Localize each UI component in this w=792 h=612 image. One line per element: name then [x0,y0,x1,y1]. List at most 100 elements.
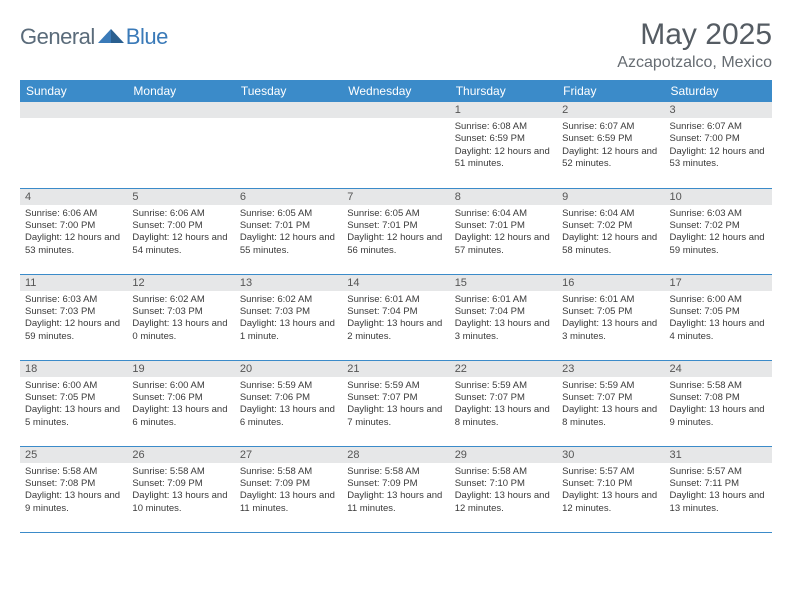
weekday-header: Wednesday [342,80,449,102]
sunrise-line: Sunrise: 5:58 AM [25,466,122,478]
sunset-line: Sunset: 7:05 PM [25,392,122,404]
day-cell: 7Sunrise: 6:05 AMSunset: 7:01 PMDaylight… [342,188,449,274]
day-number: 10 [665,189,772,205]
sunset-line: Sunset: 7:06 PM [132,392,229,404]
sunset-line: Sunset: 7:07 PM [347,392,444,404]
day-body: Sunrise: 6:04 AMSunset: 7:02 PMDaylight:… [557,205,664,261]
day-cell: 1Sunrise: 6:08 AMSunset: 6:59 PMDaylight… [450,102,557,188]
sunset-line: Sunset: 7:04 PM [455,306,552,318]
day-number: 16 [557,275,664,291]
daylight-line: Daylight: 13 hours and 7 minutes. [347,404,444,429]
day-number: 24 [665,361,772,377]
calendar-week-row: 11Sunrise: 6:03 AMSunset: 7:03 PMDayligh… [20,274,772,360]
daylight-line: Daylight: 13 hours and 11 minutes. [347,490,444,515]
sunset-line: Sunset: 7:09 PM [132,478,229,490]
day-cell: 29Sunrise: 5:58 AMSunset: 7:10 PMDayligh… [450,446,557,532]
logo-mark-icon [98,25,124,43]
sunset-line: Sunset: 7:07 PM [455,392,552,404]
sunset-line: Sunset: 6:59 PM [562,133,659,145]
daylight-line: Daylight: 13 hours and 13 minutes. [670,490,767,515]
day-number: 6 [235,189,342,205]
day-cell: 23Sunrise: 5:59 AMSunset: 7:07 PMDayligh… [557,360,664,446]
day-number: 4 [20,189,127,205]
sunrise-line: Sunrise: 6:01 AM [562,294,659,306]
day-cell: 20Sunrise: 5:59 AMSunset: 7:06 PMDayligh… [235,360,342,446]
day-cell: 15Sunrise: 6:01 AMSunset: 7:04 PMDayligh… [450,274,557,360]
sunrise-line: Sunrise: 6:03 AM [25,294,122,306]
daylight-line: Daylight: 13 hours and 2 minutes. [347,318,444,343]
day-body: Sunrise: 5:59 AMSunset: 7:07 PMDaylight:… [450,377,557,433]
sunrise-line: Sunrise: 6:00 AM [25,380,122,392]
sunrise-line: Sunrise: 5:57 AM [562,466,659,478]
day-body: Sunrise: 5:58 AMSunset: 7:08 PMDaylight:… [665,377,772,433]
day-body: Sunrise: 6:08 AMSunset: 6:59 PMDaylight:… [450,118,557,174]
day-number: 13 [235,275,342,291]
logo: General Blue [20,24,168,50]
day-cell: 24Sunrise: 5:58 AMSunset: 7:08 PMDayligh… [665,360,772,446]
sunset-line: Sunset: 7:00 PM [25,220,122,232]
day-number: 23 [557,361,664,377]
daylight-line: Daylight: 13 hours and 9 minutes. [25,490,122,515]
daylight-line: Daylight: 12 hours and 59 minutes. [25,318,122,343]
day-cell: 6Sunrise: 6:05 AMSunset: 7:01 PMDaylight… [235,188,342,274]
calendar-week-row: 18Sunrise: 6:00 AMSunset: 7:05 PMDayligh… [20,360,772,446]
sunset-line: Sunset: 7:00 PM [132,220,229,232]
weekday-header-row: Sunday Monday Tuesday Wednesday Thursday… [20,80,772,102]
calendar-week-row: 4Sunrise: 6:06 AMSunset: 7:00 PMDaylight… [20,188,772,274]
day-body: Sunrise: 5:57 AMSunset: 7:10 PMDaylight:… [557,463,664,519]
sunset-line: Sunset: 7:09 PM [240,478,337,490]
day-cell [235,102,342,188]
day-body: Sunrise: 6:05 AMSunset: 7:01 PMDaylight:… [342,205,449,261]
day-number: 22 [450,361,557,377]
day-number: 28 [342,447,449,463]
sunrise-line: Sunrise: 6:02 AM [240,294,337,306]
day-body: Sunrise: 5:59 AMSunset: 7:07 PMDaylight:… [557,377,664,433]
day-cell: 26Sunrise: 5:58 AMSunset: 7:09 PMDayligh… [127,446,234,532]
daylight-line: Daylight: 13 hours and 9 minutes. [670,404,767,429]
sunset-line: Sunset: 7:11 PM [670,478,767,490]
sunrise-line: Sunrise: 6:04 AM [455,208,552,220]
day-body: Sunrise: 6:06 AMSunset: 7:00 PMDaylight:… [20,205,127,261]
daylight-line: Daylight: 13 hours and 11 minutes. [240,490,337,515]
sunrise-line: Sunrise: 6:05 AM [240,208,337,220]
day-cell: 22Sunrise: 5:59 AMSunset: 7:07 PMDayligh… [450,360,557,446]
header: General Blue May 2025 Azcapotzalco, Mexi… [20,18,772,72]
daylight-line: Daylight: 13 hours and 10 minutes. [132,490,229,515]
logo-text-general: General [20,24,95,50]
day-cell: 10Sunrise: 6:03 AMSunset: 7:02 PMDayligh… [665,188,772,274]
sunrise-line: Sunrise: 5:57 AM [670,466,767,478]
sunrise-line: Sunrise: 5:58 AM [670,380,767,392]
daylight-line: Daylight: 12 hours and 57 minutes. [455,232,552,257]
day-body: Sunrise: 6:04 AMSunset: 7:01 PMDaylight:… [450,205,557,261]
daylight-line: Daylight: 12 hours and 54 minutes. [132,232,229,257]
sunrise-line: Sunrise: 6:01 AM [455,294,552,306]
day-body: Sunrise: 6:02 AMSunset: 7:03 PMDaylight:… [127,291,234,347]
day-cell: 21Sunrise: 5:59 AMSunset: 7:07 PMDayligh… [342,360,449,446]
day-cell: 11Sunrise: 6:03 AMSunset: 7:03 PMDayligh… [20,274,127,360]
sunset-line: Sunset: 7:02 PM [670,220,767,232]
day-body: Sunrise: 6:03 AMSunset: 7:02 PMDaylight:… [665,205,772,261]
day-body: Sunrise: 5:58 AMSunset: 7:09 PMDaylight:… [127,463,234,519]
day-cell: 5Sunrise: 6:06 AMSunset: 7:00 PMDaylight… [127,188,234,274]
daylight-line: Daylight: 13 hours and 3 minutes. [455,318,552,343]
daylight-line: Daylight: 13 hours and 12 minutes. [455,490,552,515]
day-body: Sunrise: 6:03 AMSunset: 7:03 PMDaylight:… [20,291,127,347]
sunrise-line: Sunrise: 6:05 AM [347,208,444,220]
daylight-line: Daylight: 12 hours and 56 minutes. [347,232,444,257]
sunrise-line: Sunrise: 6:00 AM [132,380,229,392]
day-cell: 3Sunrise: 6:07 AMSunset: 7:00 PMDaylight… [665,102,772,188]
sunset-line: Sunset: 7:03 PM [240,306,337,318]
day-number: 19 [127,361,234,377]
day-cell: 31Sunrise: 5:57 AMSunset: 7:11 PMDayligh… [665,446,772,532]
day-number: 5 [127,189,234,205]
daylight-line: Daylight: 12 hours and 58 minutes. [562,232,659,257]
daylight-line: Daylight: 12 hours and 55 minutes. [240,232,337,257]
sunset-line: Sunset: 7:10 PM [562,478,659,490]
day-number: 25 [20,447,127,463]
sunset-line: Sunset: 7:10 PM [455,478,552,490]
weekday-header: Friday [557,80,664,102]
day-cell [342,102,449,188]
daylight-line: Daylight: 12 hours and 51 minutes. [455,146,552,171]
day-body: Sunrise: 5:59 AMSunset: 7:06 PMDaylight:… [235,377,342,433]
empty-day-number [20,102,127,118]
